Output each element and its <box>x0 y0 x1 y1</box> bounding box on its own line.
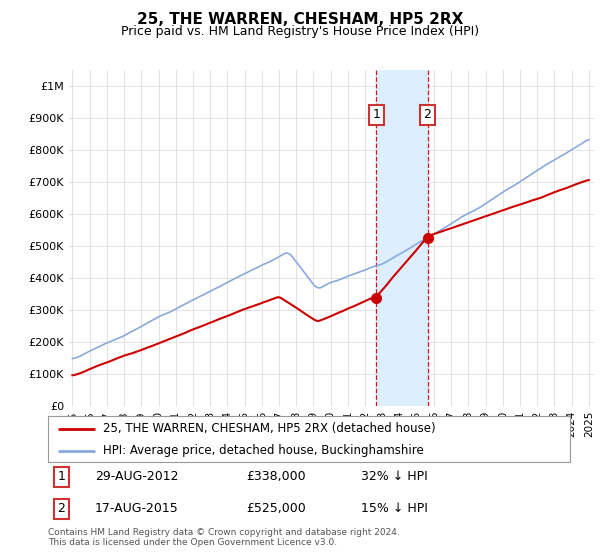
Text: 29-AUG-2012: 29-AUG-2012 <box>95 470 178 483</box>
Text: 15% ↓ HPI: 15% ↓ HPI <box>361 502 428 515</box>
Text: 32% ↓ HPI: 32% ↓ HPI <box>361 470 428 483</box>
Text: £338,000: £338,000 <box>247 470 306 483</box>
Text: 1: 1 <box>58 470 65 483</box>
Text: 2: 2 <box>424 108 431 122</box>
Text: Contains HM Land Registry data © Crown copyright and database right 2024.
This d: Contains HM Land Registry data © Crown c… <box>48 528 400 547</box>
Text: 1: 1 <box>373 108 380 122</box>
Text: 25, THE WARREN, CHESHAM, HP5 2RX: 25, THE WARREN, CHESHAM, HP5 2RX <box>137 12 463 27</box>
Text: 17-AUG-2015: 17-AUG-2015 <box>95 502 179 515</box>
Text: 2: 2 <box>58 502 65 515</box>
Text: HPI: Average price, detached house, Buckinghamshire: HPI: Average price, detached house, Buck… <box>103 445 424 458</box>
Text: £525,000: £525,000 <box>247 502 306 515</box>
Bar <box>376 70 428 406</box>
Text: Price paid vs. HM Land Registry's House Price Index (HPI): Price paid vs. HM Land Registry's House … <box>121 25 479 38</box>
Text: 25, THE WARREN, CHESHAM, HP5 2RX (detached house): 25, THE WARREN, CHESHAM, HP5 2RX (detach… <box>103 422 436 436</box>
